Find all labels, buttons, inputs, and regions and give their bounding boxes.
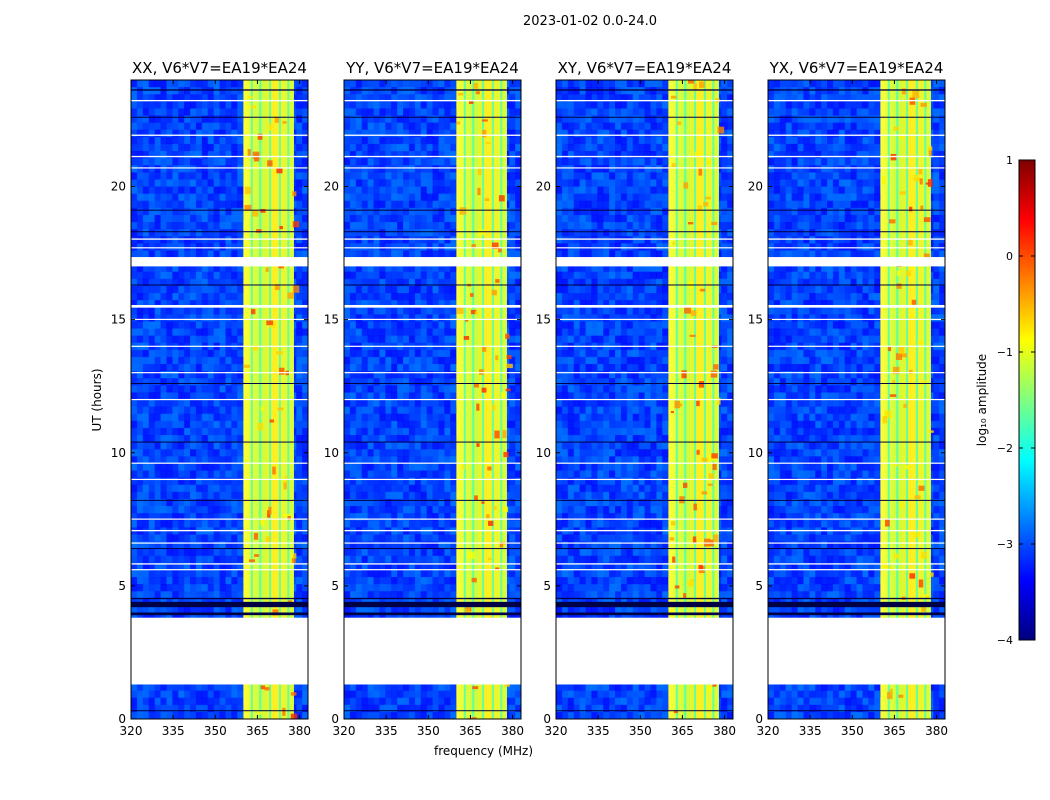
- y-axis-label: UT (hours): [90, 368, 104, 432]
- figure-suptitle: 2023-01-02 0.0-24.0: [523, 14, 657, 29]
- no-data-gap: [131, 617, 308, 685]
- x-tick-label: 380: [288, 724, 311, 738]
- x-tick-label: 380: [925, 724, 948, 738]
- x-tick-label: 350: [629, 724, 652, 738]
- colorbar-tick-label: −3: [997, 538, 1013, 551]
- y-tick-label: 5: [755, 579, 763, 593]
- x-tick-label: 380: [501, 724, 524, 738]
- x-tick-label: 365: [246, 724, 269, 738]
- x-tick-label: 380: [713, 724, 736, 738]
- x-tick-label: 350: [841, 724, 864, 738]
- x-tick-label: 350: [204, 724, 227, 738]
- x-axis-label: frequency (MHz): [433, 744, 534, 758]
- y-tick-label: 15: [324, 313, 339, 327]
- y-tick-label: 20: [536, 180, 551, 194]
- panel-2: YY, V6*V7=EA19*EA24 320 335 350 365 380 0 5 10 15…: [324, 59, 524, 738]
- panel-title: YX, V6*V7=EA19*EA24: [769, 59, 944, 77]
- panel-frame: [130, 79, 309, 720]
- colorbar-tick-label: 0: [1006, 250, 1013, 263]
- y-tick-label: 0: [118, 712, 126, 726]
- y-tick-label: 10: [324, 446, 339, 460]
- colorbar: 1 0 −1 −2 −3 −4: [997, 154, 1036, 647]
- y-tick-label: 20: [748, 180, 763, 194]
- x-tick-label: 365: [671, 724, 694, 738]
- y-tick-label: 0: [543, 712, 551, 726]
- panel-4: YX, V6*V7=EA19*EA24 320 335 350 365 380 0 5 10 15…: [748, 59, 948, 738]
- panel-title: XX, V6*V7=EA19*EA24: [132, 59, 307, 77]
- y-tick-label: 15: [111, 313, 126, 327]
- x-tick-label: 365: [459, 724, 482, 738]
- x-tick-label: 335: [375, 724, 398, 738]
- x-tick-label: 320: [545, 724, 568, 738]
- y-tick-label: 20: [111, 180, 126, 194]
- panel-title: XY, V6*V7=EA19*EA24: [558, 59, 732, 77]
- y-tick-label: 15: [536, 313, 551, 327]
- x-tick-label: 320: [333, 724, 356, 738]
- colorbar-tick-label: 1: [1006, 154, 1013, 167]
- colorbar-gradient: [1018, 159, 1036, 641]
- colorbar-tick-label: −2: [997, 442, 1013, 455]
- panel-frame: [343, 79, 522, 720]
- y-tick-label: 10: [111, 446, 126, 460]
- y-tick-label: 0: [755, 712, 763, 726]
- colorbar-tick-label: −4: [997, 634, 1013, 647]
- colorbar-label: log₁₀ amplitude: [975, 353, 989, 447]
- y-tick-label: 5: [118, 579, 126, 593]
- colorbar-tick-label: −1: [997, 346, 1013, 359]
- panel-1: XX, V6*V7=EA19*EA24 320 335 350 365 380 0 5 10 15…: [111, 59, 311, 738]
- x-tick-label: 365: [883, 724, 906, 738]
- y-tick-label: 10: [536, 446, 551, 460]
- x-tick-label: 350: [417, 724, 440, 738]
- x-tick-label: 335: [587, 724, 610, 738]
- y-tick-label: 5: [331, 579, 339, 593]
- x-tick-label: 335: [799, 724, 822, 738]
- x-tick-label: 320: [120, 724, 143, 738]
- x-tick-label: 335: [162, 724, 185, 738]
- panel-frame: [555, 79, 734, 720]
- no-data-gap: [344, 617, 521, 685]
- y-tick-label: 15: [748, 313, 763, 327]
- y-tick-label: 10: [748, 446, 763, 460]
- y-tick-label: 5: [543, 579, 551, 593]
- y-tick-label: 0: [331, 712, 339, 726]
- panel-frame: [767, 79, 946, 720]
- panel-title: YY, V6*V7=EA19*EA24: [345, 59, 519, 77]
- no-data-gap: [556, 617, 733, 685]
- panel-3: XY, V6*V7=EA19*EA24 320 335 350 365 380 0 5 10 15…: [536, 59, 736, 738]
- no-data-gap: [768, 617, 945, 685]
- y-tick-label: 20: [324, 180, 339, 194]
- x-tick-label: 320: [757, 724, 780, 738]
